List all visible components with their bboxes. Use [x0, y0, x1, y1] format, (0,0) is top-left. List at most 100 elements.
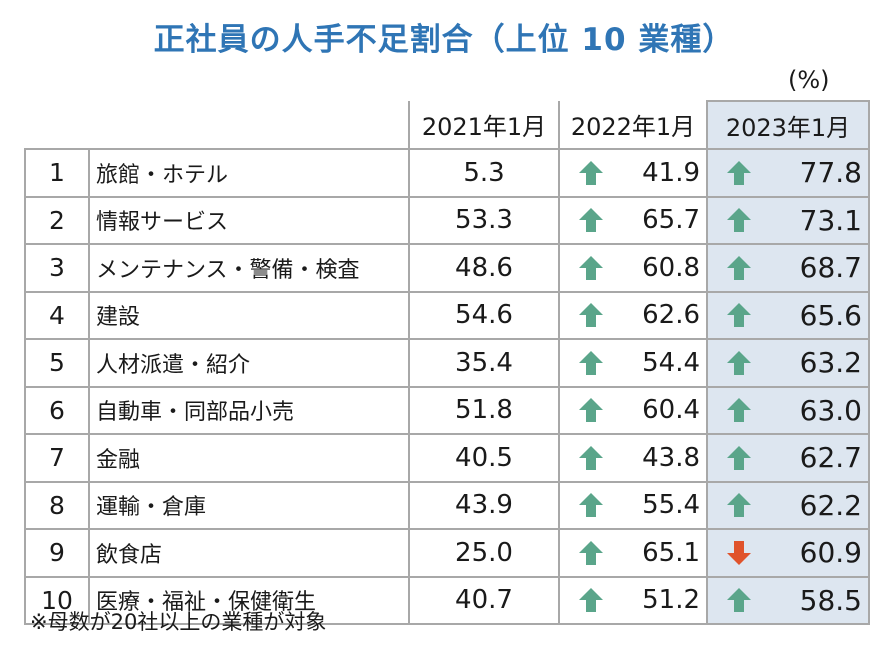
- rank-cell: 5: [24, 338, 90, 387]
- value-2021-cell: 53.3: [409, 195, 560, 244]
- table-row: 9 飲食店 25.0 65.1 60.9: [24, 528, 870, 577]
- table-row: 3 メンテナンス・警備・検査 48.6 60.8 68.7: [24, 243, 870, 292]
- value-2023: 60.9: [799, 536, 862, 570]
- table-row: 8 運輸・倉庫 43.9 55.4 62.2: [24, 480, 870, 529]
- header-row: 2021年1月 2022年1月 2023年1月: [25, 100, 870, 149]
- value-2022: 62.6: [642, 300, 700, 331]
- value-2021-cell: 5.3: [409, 148, 560, 197]
- rank-cell: 3: [24, 243, 90, 292]
- value-2021-cell: 48.6: [409, 243, 560, 292]
- up-arrow-icon: [579, 493, 603, 518]
- value-2022-cell: 41.9: [559, 148, 708, 197]
- value-2021-cell: 51.8: [409, 385, 560, 434]
- rank-cell: 1: [24, 148, 90, 197]
- value-2022-cell: 55.4: [559, 480, 708, 529]
- value-2022-cell: 65.1: [559, 528, 708, 577]
- up-arrow-icon: [579, 445, 603, 470]
- up-arrow-icon: [579, 350, 603, 375]
- rank-cell: 2: [24, 195, 90, 244]
- table-row: 6 自動車・同部品小売 51.8 60.4 63.0: [24, 385, 870, 434]
- value-2023-cell: 63.2: [707, 338, 870, 387]
- up-arrow-icon: [727, 255, 751, 280]
- up-arrow-icon: [727, 160, 751, 185]
- up-arrow-icon: [727, 493, 751, 518]
- industry-cell: 建設: [89, 290, 410, 339]
- value-2022-cell: 65.7: [559, 195, 708, 244]
- header-blank-rank: [25, 101, 89, 149]
- industry-cell: 情報サービス: [89, 195, 410, 244]
- value-2023-cell: 73.1: [707, 195, 870, 244]
- table-row: 4 建設 54.6 62.6 65.6: [24, 290, 870, 339]
- table-row: 7 金融 40.5 43.8 62.7: [24, 433, 870, 482]
- value-2021-cell: 43.9: [409, 480, 560, 529]
- value-2023-cell: 62.7: [707, 433, 870, 482]
- value-2023-cell: 63.0: [707, 385, 870, 434]
- up-arrow-icon: [579, 588, 603, 613]
- value-2021-cell: 40.7: [409, 575, 560, 625]
- value-2022: 41.9: [642, 157, 700, 188]
- value-2023-cell: 62.2: [707, 480, 870, 529]
- rank-cell: 6: [24, 385, 90, 434]
- up-arrow-icon: [579, 540, 603, 565]
- industry-cell: 飲食店: [89, 528, 410, 577]
- chart-title: 正社員の人手不足割合（上位 10 業種）: [153, 22, 735, 58]
- up-arrow-icon: [579, 208, 603, 233]
- value-2023: 58.5: [799, 583, 862, 617]
- table-row: 10 医療・福祉・保健衛生 40.7 51.2 58.5: [24, 575, 870, 625]
- industry-cell: 旅館・ホテル: [89, 148, 410, 197]
- industry-cell: 人材派遣・紹介: [89, 338, 410, 387]
- shortage-table: 2021年1月 2022年1月 2023年1月 1 旅館・ホテル 5.3 41.9 77…: [24, 100, 870, 625]
- table-row: 2 情報サービス 53.3 65.7 73.1: [24, 195, 870, 244]
- up-arrow-icon: [579, 303, 603, 328]
- value-2022: 54.4: [642, 347, 700, 378]
- rank-cell: 4: [24, 290, 90, 339]
- value-2023: 73.1: [799, 203, 862, 237]
- column-header-2022: 2022年1月: [558, 101, 707, 149]
- value-2023: 65.6: [799, 298, 862, 332]
- industry-cell: 運輸・倉庫: [89, 480, 410, 529]
- up-arrow-icon: [727, 588, 751, 613]
- value-2022-cell: 43.8: [559, 433, 708, 482]
- unit-label: (%): [788, 66, 830, 94]
- column-header-2021: 2021年1月: [408, 101, 559, 149]
- value-2023-cell: 65.6: [707, 290, 870, 339]
- value-2022: 51.2: [642, 585, 700, 616]
- industry-cell: 金融: [89, 433, 410, 482]
- up-arrow-icon: [727, 350, 751, 375]
- value-2023: 77.8: [799, 156, 862, 190]
- value-2022: 60.4: [642, 395, 700, 426]
- industry-cell: 医療・福祉・保健衛生: [89, 575, 410, 625]
- value-2023-cell: 77.8: [707, 148, 870, 197]
- up-arrow-icon: [579, 255, 603, 280]
- column-header-2023: 2023年1月: [706, 100, 870, 149]
- value-2022-cell: 62.6: [559, 290, 708, 339]
- value-2023: 62.7: [799, 441, 862, 475]
- value-2022: 60.8: [642, 252, 700, 283]
- rank-cell: 8: [24, 480, 90, 529]
- rank-cell: 10: [24, 575, 90, 625]
- footnote: ※母数が20社以上の業種が対象: [30, 610, 327, 634]
- up-arrow-icon: [727, 303, 751, 328]
- value-2023: 63.2: [799, 346, 862, 380]
- value-2023: 63.0: [799, 393, 862, 427]
- table-row: 5 人材派遣・紹介 35.4 54.4 63.2: [24, 338, 870, 387]
- value-2023-cell: 68.7: [707, 243, 870, 292]
- value-2022: 65.1: [642, 537, 700, 568]
- down-arrow-icon: [727, 540, 751, 565]
- value-2021-cell: 35.4: [409, 338, 560, 387]
- value-2023-cell: 60.9: [707, 528, 870, 577]
- up-arrow-icon: [727, 208, 751, 233]
- header-blank-industry: [89, 101, 409, 149]
- value-2022-cell: 54.4: [559, 338, 708, 387]
- value-2022: 43.8: [642, 442, 700, 473]
- rank-cell: 9: [24, 528, 90, 577]
- value-2022: 65.7: [642, 205, 700, 236]
- value-2021-cell: 40.5: [409, 433, 560, 482]
- up-arrow-icon: [579, 398, 603, 423]
- value-2022-cell: 60.4: [559, 385, 708, 434]
- value-2021-cell: 25.0: [409, 528, 560, 577]
- value-2022-cell: 60.8: [559, 243, 708, 292]
- up-arrow-icon: [727, 445, 751, 470]
- table-row: 1 旅館・ホテル 5.3 41.9 77.8: [24, 148, 870, 197]
- industry-cell: 自動車・同部品小売: [89, 385, 410, 434]
